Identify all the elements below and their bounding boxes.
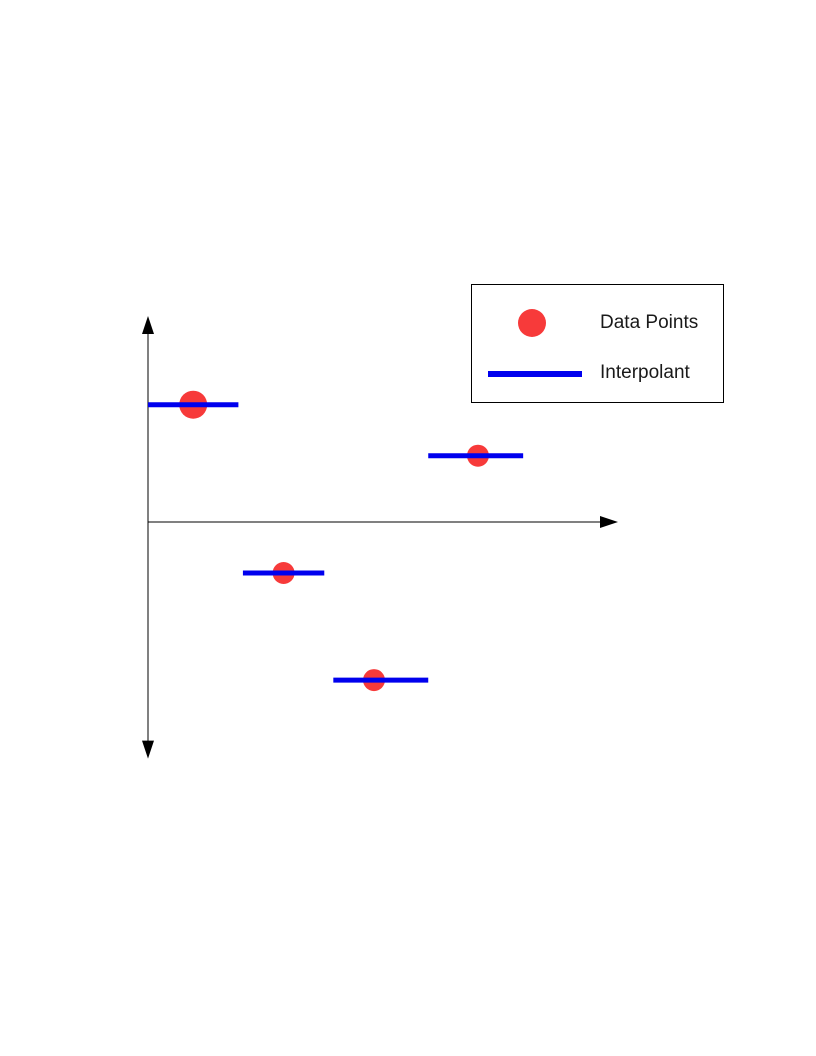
legend-dot-marker-icon [518, 309, 546, 337]
axes [142, 316, 618, 759]
legend-line-marker-icon [488, 371, 582, 377]
legend-label: Data Points [600, 312, 699, 333]
y-axis-up-arrow-icon [142, 316, 154, 334]
legend: Data Points Interpolant [471, 284, 724, 403]
legend-label: Interpolant [600, 362, 690, 383]
x-axis-arrow-icon [600, 516, 618, 528]
data-points-series [179, 390, 489, 692]
interpolant-series [148, 402, 524, 683]
y-axis-down-arrow-icon [142, 740, 154, 759]
legend-item-data-points: Data Points [472, 303, 723, 343]
legend-item-interpolant: Interpolant [472, 353, 723, 393]
